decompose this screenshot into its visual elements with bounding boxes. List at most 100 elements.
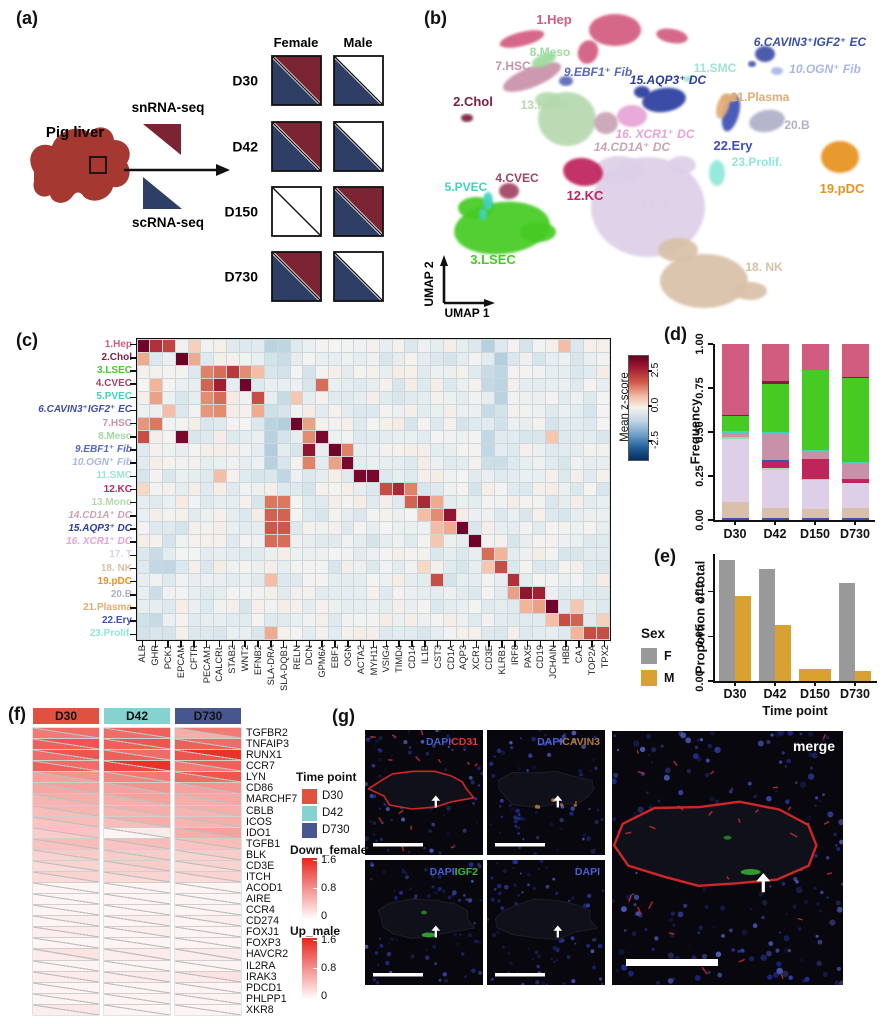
heatmap-cell	[443, 430, 456, 443]
heatmap-cell	[584, 522, 596, 535]
x-tick	[475, 641, 477, 647]
heatmap-cell	[303, 574, 316, 587]
nuclei-dots	[365, 730, 483, 855]
heatmap-cell	[443, 365, 456, 378]
heatmap-cell	[163, 483, 175, 496]
heatmap-cell	[277, 352, 290, 365]
d-xtickmark	[854, 520, 856, 525]
heatmap-cell	[252, 587, 265, 600]
heatmap-cell	[316, 522, 328, 535]
sn-triangle	[336, 187, 383, 234]
heatmap-cell	[354, 339, 367, 352]
heatmap-cell	[226, 587, 239, 600]
heatmap-cell	[571, 574, 584, 587]
vessel-outline	[367, 770, 475, 810]
heatmap-cell	[584, 600, 596, 613]
umap-blob-LSEC	[520, 222, 556, 242]
heatmap-cell	[150, 456, 163, 470]
gene-label: XCR1	[471, 645, 482, 670]
gene-label: CD14	[407, 645, 417, 669]
heatmap-cell	[558, 456, 571, 470]
heatmap-cell	[418, 470, 430, 483]
heatmap-cell	[443, 483, 456, 496]
d-segment-NK	[761, 507, 789, 519]
colorbar-tickmark	[648, 370, 652, 372]
y-tick	[130, 607, 136, 609]
split-cell	[104, 916, 170, 927]
x-tick	[539, 641, 542, 647]
y-tick	[130, 396, 136, 398]
d-segment-Ery	[721, 517, 749, 520]
heatmap-cell	[596, 587, 609, 600]
heatmap-cell	[392, 626, 405, 639]
heatmap-cell	[392, 613, 405, 626]
heatmap-cell	[558, 509, 571, 522]
timepoint-label: D30	[232, 73, 258, 89]
x-tick	[372, 641, 375, 647]
sn-triangle	[336, 122, 383, 169]
heatmap-cell	[214, 509, 226, 522]
heatmap-cell	[507, 365, 520, 378]
heatmap-cell	[163, 470, 175, 483]
heatmap-cell	[303, 443, 316, 456]
snrna-triangle-icon	[143, 124, 181, 155]
heatmap-cell	[265, 587, 277, 600]
heatmap-cell	[328, 509, 341, 522]
gene-label: MYH11	[368, 645, 379, 676]
umap-label-EC6: 6.CAVIN3⁺IGF2⁺ EC	[754, 35, 867, 49]
split-cell	[33, 728, 99, 739]
heatmap-cell	[303, 535, 316, 548]
heatmap-cell	[303, 548, 316, 561]
heatmap-cell	[328, 417, 341, 430]
split-cell	[175, 849, 241, 860]
vessel-outline	[377, 898, 476, 939]
heatmap-cell	[163, 404, 175, 417]
heatmap-cell	[405, 378, 418, 391]
heatmap-cell	[252, 509, 265, 522]
heatmap-cell	[431, 365, 443, 378]
heatmap-cell	[175, 548, 188, 561]
heatmap-cell	[150, 587, 163, 600]
split-cell	[175, 927, 241, 938]
heatmap-cell	[379, 404, 392, 417]
umap-blob-Hep	[589, 14, 641, 46]
heatmap-cell	[507, 430, 520, 443]
split-cell	[175, 827, 241, 838]
heatmap-cell	[328, 404, 341, 417]
heatmap-cell	[469, 483, 482, 496]
heatmap-cell	[482, 391, 494, 404]
heatmap-cell	[341, 352, 354, 365]
heatmap-cell	[431, 496, 443, 509]
umap-label-Mono: 13.Mono	[521, 98, 570, 112]
f-downscale-tick: 0.8	[321, 882, 337, 894]
heatmap-cell	[469, 391, 482, 404]
heatmap-cell	[494, 509, 507, 522]
heatmap-cell	[507, 535, 520, 548]
heatmap-cell	[290, 613, 303, 626]
heatmap-cell	[456, 496, 469, 509]
heatmap-cell	[316, 535, 328, 548]
heatmap-cell	[533, 352, 545, 365]
heatmap-cell	[367, 535, 379, 548]
heatmap-cell	[341, 430, 354, 443]
heatmap-cell	[482, 574, 494, 587]
split-cell	[104, 1004, 170, 1015]
y-tick	[130, 488, 136, 491]
split-cell	[33, 750, 99, 761]
heatmap-cell	[354, 456, 367, 470]
heatmap-cell	[418, 587, 430, 600]
scale-bar	[373, 843, 423, 847]
heatmap-cell	[150, 496, 163, 509]
e-xtickmark	[774, 681, 776, 686]
heatmap-cell	[290, 561, 303, 574]
d-segment-LSEC	[841, 378, 869, 462]
d-xtickmark	[774, 520, 776, 525]
panel-c-label: (c)	[16, 330, 38, 350]
heatmap-cell	[431, 522, 443, 535]
heatmap-cell	[265, 483, 277, 496]
heatmap-cell	[405, 509, 418, 522]
f-gene-label: TNFAIP3	[246, 738, 289, 751]
heatmap-cell	[494, 626, 507, 639]
heatmap-cell	[277, 574, 290, 587]
heatmap-cell	[418, 443, 430, 456]
